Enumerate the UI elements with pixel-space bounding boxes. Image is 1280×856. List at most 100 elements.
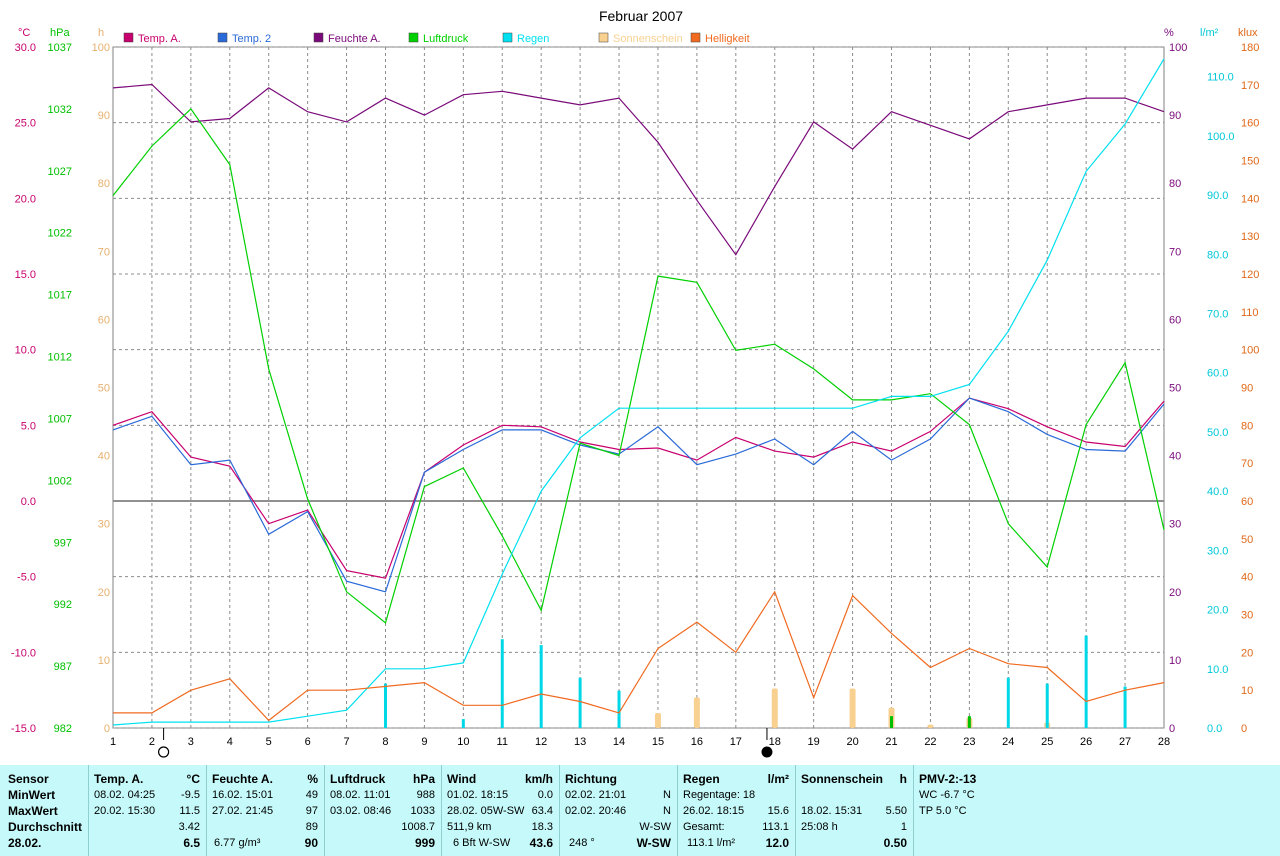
pressure-avg: 1008.7: [401, 821, 435, 833]
series-line: [112, 58, 1165, 726]
sunshine-unit: h: [899, 772, 907, 786]
light-tick-label: 60: [1241, 496, 1253, 508]
legend-swatch: [598, 32, 609, 43]
rain-tick-label: 50.0: [1207, 427, 1228, 439]
rain-tick-label: 20.0: [1207, 605, 1228, 617]
legend-label: Luftdruck: [423, 33, 469, 45]
sunshine-max-value: 5.50: [885, 805, 907, 817]
wind-min-time: 01.02. 18:15: [447, 789, 509, 801]
rain-tick-label: 100.0: [1207, 131, 1235, 143]
stats-panel: Sensor MinWert MaxWert Durchschnitt 28.0…: [0, 765, 1280, 856]
series-line: [112, 83, 1165, 256]
sunshine-tick-label: 60: [98, 314, 110, 326]
sunshine-now: 0.50: [883, 836, 907, 850]
temp-tick-label: -15.0: [11, 723, 36, 735]
pmv-title: PMV-2:-13: [919, 772, 977, 786]
humidity-tick-label: 60: [1169, 314, 1181, 326]
light-tick-label: 180: [1241, 42, 1259, 54]
bar: [1006, 677, 1010, 728]
light-tick-label: 140: [1241, 193, 1259, 205]
rain-month-total: 113.1 l/m²: [687, 837, 736, 849]
full-moon-icon: [158, 746, 170, 758]
x-tick-label: 5: [266, 736, 272, 748]
bar: [693, 697, 700, 728]
series-line: [112, 107, 1165, 624]
pressure-now: 999: [414, 836, 435, 850]
moon-phases: [158, 728, 773, 758]
x-tick-label: 26: [1080, 736, 1092, 748]
pressure-unit: hPa: [412, 772, 435, 786]
pressure-tick-label: 1017: [48, 290, 72, 302]
wind-unit: km/h: [524, 772, 553, 786]
x-tick-label: 22: [924, 736, 936, 748]
pressure-max-value: 1033: [410, 805, 435, 817]
axis-unit-label: °C: [18, 27, 30, 39]
rain-max-time: 26.02. 18:15: [683, 805, 745, 817]
humidity-tick-label: 100: [1169, 42, 1187, 54]
stats-rain: Regen l/m² Regentage: 18 26.02. 18:15 15…: [677, 765, 796, 856]
temp-tick-label: 20.0: [15, 193, 36, 205]
stats-sunshine: Sonnenschein h 18.02. 15:31 5.50 25:08 h…: [795, 765, 914, 856]
x-tick-label: 4: [227, 736, 233, 748]
light-tick-label: 50: [1241, 534, 1253, 546]
bar: [1084, 635, 1088, 728]
bar: [849, 688, 856, 728]
humidity-tick-label: 0: [1169, 723, 1175, 735]
rain-unit: l/m²: [767, 772, 789, 786]
light-tick-label: 120: [1241, 269, 1259, 281]
pressure-min-value: 988: [416, 789, 435, 801]
temp-tick-label: 30.0: [15, 42, 36, 54]
light-tick-label: 70: [1241, 458, 1253, 470]
x-tick-label: 27: [1119, 736, 1131, 748]
rain-title: Regen: [683, 772, 720, 786]
axis-unit-label: klux: [1238, 27, 1258, 39]
bar: [1123, 686, 1127, 728]
pressure-tick-label: 992: [54, 599, 72, 611]
sunshine-tick-label: 100: [92, 42, 110, 54]
light-tick-label: 130: [1241, 231, 1259, 243]
x-tick-label: 11: [497, 736, 508, 748]
rain-tick-label: 110.0: [1207, 72, 1234, 84]
x-tick-label: 14: [613, 736, 625, 748]
bar: [578, 677, 582, 728]
humidity-absolute: 6.77 g/m³: [214, 837, 261, 849]
axis-unit-labels: °C hPa h% l/m² klux: [18, 27, 1258, 39]
light-tick-label: 150: [1241, 156, 1259, 168]
bar: [967, 716, 971, 728]
series-line: [113, 590, 1165, 722]
bar: [1045, 683, 1049, 728]
pressure-title: Luftdruck: [330, 772, 386, 786]
legend-swatch: [217, 32, 228, 43]
humidity-tick-label: 80: [1169, 178, 1181, 190]
humidity-tick-label: 90: [1169, 110, 1181, 122]
direction-min-time: 02.02. 21:01: [565, 789, 627, 801]
wind-title: Wind: [447, 772, 477, 786]
direction-max-value: N: [663, 805, 671, 817]
axis-unit-label: l/m²: [1200, 27, 1219, 39]
legend-label: Feuchte A.: [328, 33, 381, 45]
pressure-tick-label: 1012: [48, 352, 72, 364]
x-tick-label: 15: [652, 736, 664, 748]
temp-max-value: 11.5: [179, 805, 200, 817]
rain-tick-label: 10.0: [1207, 664, 1228, 676]
rain-max-value: 15.6: [767, 805, 789, 817]
weather-chart: Februar 2007 Temp. A. Temp. 2 Feuchte A. Lu…: [11, 8, 1259, 758]
temp-tick-label: 15.0: [15, 269, 36, 281]
x-tick-label: 7: [343, 736, 349, 748]
sunshine-max-time: 18.02. 15:31: [801, 805, 863, 817]
temp-tick-label: 25.0: [15, 118, 36, 130]
rain-tick-label: 60.0: [1207, 368, 1228, 380]
series-line: [112, 397, 1165, 593]
x-tick-label: 20: [846, 736, 858, 748]
humidity-min-time: 16.02. 15:01: [212, 789, 274, 801]
temp-tick-label: -5.0: [17, 572, 36, 584]
wind-max-value: 63.4: [531, 805, 553, 817]
humidity-tick-label: 40: [1169, 451, 1181, 463]
x-tick-label: 6: [305, 736, 311, 748]
left-axes: 30.0 25.0 20.0 15.0 10.0 5.0 0.0 -5.0 -10.0 -15.0…: [11, 42, 110, 735]
sunshine-duration: 25:08 h: [801, 821, 838, 833]
direction-degrees: 248 °: [569, 837, 595, 849]
humidity-tick-label: 50: [1169, 383, 1181, 395]
sunshine-title: Sonnenschein: [801, 772, 884, 786]
sunshine-avg: 1: [900, 821, 907, 833]
